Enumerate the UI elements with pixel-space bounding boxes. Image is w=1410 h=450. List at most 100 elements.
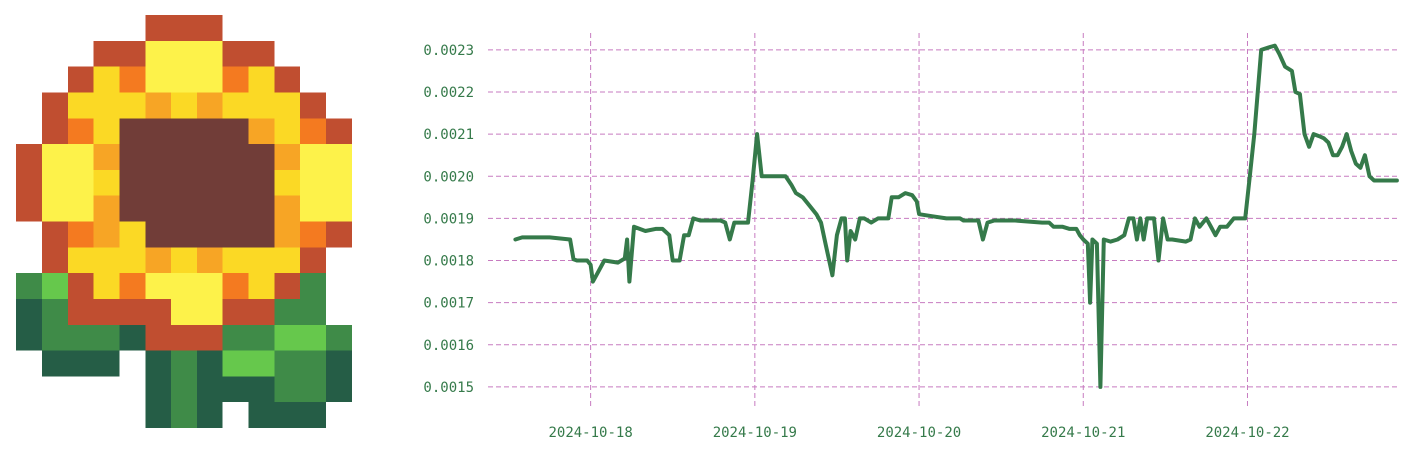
logo-pixel — [196, 169, 223, 196]
logo-pixel — [42, 221, 68, 248]
logo-pixel — [16, 144, 43, 170]
logo-pixel — [196, 376, 223, 403]
logo-pixel — [171, 144, 197, 170]
logo-pixel — [325, 118, 352, 145]
logo-pixel — [119, 221, 146, 248]
logo-pixel — [145, 195, 172, 222]
logo-pixel — [145, 40, 172, 67]
logo-pixel — [274, 273, 301, 299]
logo-pixel — [300, 298, 326, 325]
logo-pixel — [300, 118, 326, 145]
logo-pixel — [145, 169, 172, 196]
logo-pixel — [42, 144, 68, 170]
logo-pixel — [119, 247, 146, 274]
logo-pixel — [171, 402, 197, 428]
logo-pixel — [300, 169, 326, 196]
logo-pixel — [222, 195, 249, 222]
logo-pixel — [16, 273, 43, 299]
logo-pixel — [248, 324, 275, 351]
logo-pixel — [196, 298, 223, 325]
logo-pixel — [16, 195, 43, 222]
logo-pixel — [145, 273, 172, 299]
y-tick-label: 0.0017 — [423, 296, 474, 312]
logo-pixel — [145, 144, 172, 170]
logo-pixel — [42, 92, 68, 119]
logo-pixel — [67, 169, 94, 196]
logo-pixel — [325, 350, 352, 377]
logo-pixel — [16, 169, 43, 196]
x-tick-label: 2024-10-19 — [713, 425, 797, 441]
logo-pixel — [222, 350, 249, 377]
logo-pixel — [145, 221, 172, 248]
logo-pixel — [274, 298, 301, 325]
logo-pixel — [248, 118, 275, 145]
logo-pixel — [145, 324, 172, 351]
logo-pixel — [42, 273, 68, 299]
logo-pixel — [145, 92, 172, 119]
logo-pixel — [248, 402, 275, 428]
logo-pixel — [42, 298, 68, 325]
logo-pixel — [119, 92, 146, 119]
y-tick-label: 0.0021 — [423, 127, 474, 143]
logo-pixel — [222, 247, 249, 274]
logo-pixel — [145, 376, 172, 403]
logo-pixel — [222, 169, 249, 196]
logo-pixel — [196, 40, 223, 67]
logo-pixel — [119, 40, 146, 67]
y-tick-label: 0.0023 — [423, 43, 474, 59]
logo-pixel — [171, 273, 197, 299]
logo-pixel — [145, 118, 172, 145]
logo-pixel — [300, 273, 326, 299]
logo-pixel — [274, 195, 301, 222]
logo-pixel — [274, 92, 301, 119]
logo-pixel — [145, 298, 172, 325]
logo-pixel — [196, 195, 223, 222]
logo-pixel — [300, 402, 326, 428]
logo-pixel — [274, 247, 301, 274]
logo-pixel — [119, 118, 146, 145]
logo-pixel — [222, 118, 249, 145]
logo-pixel — [196, 324, 223, 351]
logo-pixel — [325, 221, 352, 248]
logo-pixel — [171, 66, 197, 93]
logo-pixel — [196, 66, 223, 93]
logo-pixel — [325, 144, 352, 170]
logo-pixel — [248, 376, 275, 403]
x-tick-label: 2024-10-18 — [548, 425, 632, 441]
logo-pixel — [300, 376, 326, 403]
logo-pixel — [325, 169, 352, 196]
logo-pixel — [171, 376, 197, 403]
logo-pixel — [93, 221, 120, 248]
logo-pixel — [171, 195, 197, 222]
series-line — [513, 43, 1399, 389]
logo-pixel — [145, 66, 172, 93]
logo-pixel — [196, 118, 223, 145]
logo-pixel — [274, 144, 301, 170]
logo-pixel — [274, 221, 301, 248]
logo-pixel — [93, 66, 120, 93]
logo-pixel — [119, 195, 146, 222]
logo-pixel — [67, 195, 94, 222]
logo-pixel — [196, 350, 223, 377]
logo-pixel — [248, 247, 275, 274]
logo-pixel — [196, 144, 223, 170]
logo-pixel — [119, 66, 146, 93]
logo-pixel — [171, 298, 197, 325]
logo-pixel — [93, 273, 120, 299]
logo-pixel — [300, 350, 326, 377]
y-axis-ticks: 0.0015 0.0016 0.0017 0.0018 0.0019 0.0020 0.00… — [423, 43, 474, 396]
logo-pixel — [196, 15, 223, 41]
logo-pixel — [171, 324, 197, 351]
y-tick-label: 0.0019 — [423, 211, 474, 227]
logo-pixel — [222, 40, 249, 67]
logo-pixel — [196, 247, 223, 274]
y-tick-label: 0.0020 — [423, 169, 474, 185]
logo-pixel — [93, 144, 120, 170]
logo-pixel — [171, 92, 197, 119]
logo-pixel — [248, 92, 275, 119]
logo-pixel — [93, 195, 120, 222]
logo-pixel — [16, 324, 43, 351]
logo-pixel — [93, 169, 120, 196]
logo-pixel — [67, 350, 94, 377]
